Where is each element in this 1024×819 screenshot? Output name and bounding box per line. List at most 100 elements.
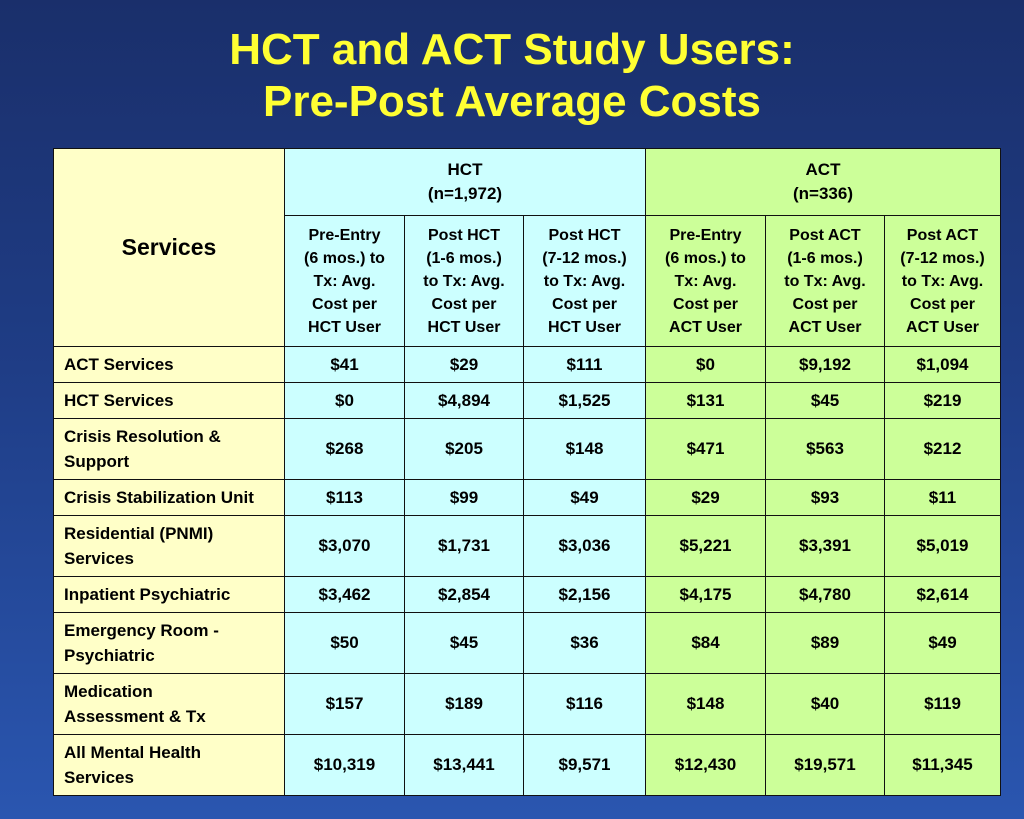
service-label-line: ACT Services <box>64 355 174 374</box>
column-header-line: (6 mos.) to <box>665 249 746 267</box>
service-label: All Mental Health Services <box>53 734 285 796</box>
column-header-line: Post HCT <box>428 226 500 244</box>
cost-cell: $11,345 <box>883 734 1002 796</box>
column-header-line: ACT User <box>669 318 742 336</box>
services-header: Services <box>53 148 285 347</box>
column-header-line: to Tx: Avg. <box>784 272 866 290</box>
table-row: ACT Services $41 $29 $111 $0 $9,192 $1,094 <box>53 346 1002 383</box>
group-name: HCT <box>447 160 483 179</box>
cost-cell: $19,571 <box>765 734 885 796</box>
column-header-line: Cost per <box>673 295 738 313</box>
service-label-line: HCT Services <box>64 391 174 410</box>
cost-cell: $116 <box>523 673 646 735</box>
column-header-line: HCT User <box>427 318 501 336</box>
column-header-line: Tx: Avg. <box>674 272 737 290</box>
table-row: Inpatient Psychiatric $3,462 $2,854 $2,156 $… <box>53 576 1002 613</box>
table-row: Medication Assessment & Tx $157 $189 $116 $14… <box>53 673 1002 735</box>
service-label: Emergency Room - Psychiatric <box>53 612 285 674</box>
column-header-line: to Tx: Avg. <box>901 272 984 290</box>
column-header-line: (6 mos.) to <box>304 249 385 267</box>
column-header-line: Cost per <box>910 295 975 313</box>
service-label: ACT Services <box>53 346 285 383</box>
cost-cell: $3,036 <box>523 515 646 577</box>
column-header-1: Pre-Entry (6 mos.) to Tx: Avg. Cost per HCT … <box>284 215 405 347</box>
service-label-line: Assessment & Tx <box>64 707 206 726</box>
cost-cell: $45 <box>765 382 885 419</box>
column-header-line: ACT User <box>788 318 862 336</box>
service-label-line: All Mental Health <box>64 743 201 762</box>
cost-cell: $29 <box>645 479 766 516</box>
slide-title: HCT and ACT Study Users: Pre-Post Averag… <box>0 24 1024 128</box>
cost-cell: $4,894 <box>404 382 524 419</box>
cost-cell: $41 <box>284 346 405 383</box>
column-header-line: Pre-Entry <box>308 226 381 244</box>
cost-cell: $148 <box>645 673 766 735</box>
column-header-line: Cost per <box>431 295 497 313</box>
cost-cell: $3,070 <box>284 515 405 577</box>
cost-cell: $119 <box>883 673 1002 735</box>
cost-cell: $0 <box>284 382 405 419</box>
cost-cell: $49 <box>883 612 1002 674</box>
column-header-line: Cost per <box>312 295 377 313</box>
cost-cell: $4,780 <box>765 576 885 613</box>
table-row: Crisis Stabilization Unit $113 $99 $49 $29 $9… <box>53 479 1002 516</box>
cost-cell: $12,430 <box>645 734 766 796</box>
column-header-4: Pre-Entry (6 mos.) to Tx: Avg. Cost per ACT … <box>645 215 766 347</box>
cost-cell: $40 <box>765 673 885 735</box>
cost-cell: $189 <box>404 673 524 735</box>
table-row: All Mental Health Services $10,319 $13,441 $… <box>53 734 1002 796</box>
cost-cell: $29 <box>404 346 524 383</box>
column-header-line: Cost per <box>552 295 617 313</box>
cost-cell: $111 <box>523 346 646 383</box>
column-header-line: (7-12 mos.) <box>542 249 627 267</box>
cost-cell: $1,094 <box>883 346 1002 383</box>
service-label: Residential (PNMI) Services <box>53 515 285 577</box>
cost-cell: $2,614 <box>883 576 1002 613</box>
column-header-line: (1-6 mos.) <box>426 249 502 267</box>
service-label: Medication Assessment & Tx <box>53 673 285 735</box>
service-label-line: Psychiatric <box>64 646 155 665</box>
service-label: Crisis Resolution & Support <box>53 418 285 480</box>
cost-cell: $84 <box>645 612 766 674</box>
column-header-line: HCT User <box>308 318 381 336</box>
service-label-line: Services <box>64 549 134 568</box>
group-header-act: ACT (n=336) <box>644 148 1002 216</box>
title-line-1: HCT and ACT Study Users: <box>229 25 795 74</box>
column-header-line: ACT User <box>906 318 979 336</box>
cost-cell: $13,441 <box>404 734 524 796</box>
column-header-line: Tx: Avg. <box>313 272 376 290</box>
service-label-line: Residential (PNMI) <box>64 524 214 543</box>
column-header-5: Post ACT (1-6 mos.) to Tx: Avg. Cost per ACT… <box>765 215 885 347</box>
cost-cell: $1,525 <box>523 382 646 419</box>
group-header-hct: HCT (n=1,972) <box>284 148 646 216</box>
column-header-6: Post ACT (7-12 mos.) to Tx: Avg. Cost per AC… <box>883 215 1002 347</box>
cost-cell: $113 <box>284 479 405 516</box>
column-header-line: Cost per <box>792 295 858 313</box>
column-header-line: Post HCT <box>548 226 621 244</box>
service-label: HCT Services <box>53 382 285 419</box>
cost-cell: $212 <box>883 418 1002 480</box>
cost-cell: $1,731 <box>404 515 524 577</box>
cost-cell: $131 <box>645 382 766 419</box>
cost-cell: $89 <box>765 612 885 674</box>
column-header-3: Post HCT (7-12 mos.) to Tx: Avg. Cost per HC… <box>523 215 646 347</box>
cost-cell: $268 <box>284 418 405 480</box>
cost-cell: $219 <box>883 382 1002 419</box>
group-n: (n=1,972) <box>427 184 503 203</box>
title-line-2: Pre-Post Average Costs <box>262 77 762 126</box>
service-label-line: Crisis Resolution & <box>64 427 221 446</box>
service-label-line: Crisis Stabilization Unit <box>64 488 254 507</box>
table-row: HCT Services $0 $4,894 $1,525 $131 $45 $219 <box>53 382 1002 419</box>
column-header-line: (7-12 mos.) <box>900 249 985 267</box>
column-header-line: (1-6 mos.) <box>787 249 863 267</box>
cost-cell: $10,319 <box>284 734 405 796</box>
group-n: (n=336) <box>793 184 853 203</box>
cost-cell: $93 <box>765 479 885 516</box>
column-header-line: Post ACT <box>789 226 861 244</box>
cost-cell: $11 <box>883 479 1002 516</box>
service-label-line: Inpatient Psychiatric <box>64 585 231 604</box>
group-name: ACT <box>805 160 841 179</box>
column-header-line: HCT User <box>548 318 621 336</box>
service-label-line: Medication <box>64 682 153 701</box>
table-row: Crisis Resolution & Support $268 $205 $148 $4… <box>53 418 1002 480</box>
